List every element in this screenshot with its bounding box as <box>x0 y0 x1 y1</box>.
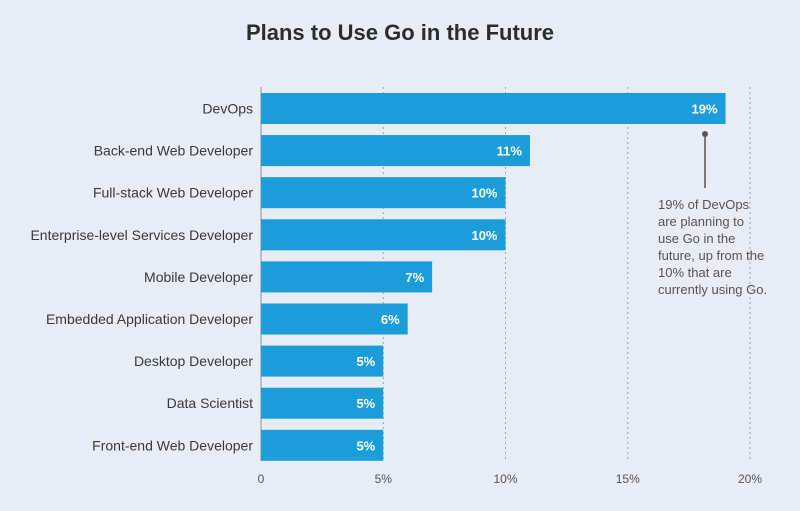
value-label: 5% <box>356 396 375 411</box>
category-label: Desktop Developer <box>134 353 253 369</box>
bar <box>261 303 408 335</box>
bar <box>261 387 384 419</box>
value-label: 19% <box>692 102 718 117</box>
chart-annotation: 19% of DevOps are planning to use Go in … <box>658 197 768 297</box>
x-tick-label: 0 <box>258 472 265 486</box>
value-label: 11% <box>497 144 523 159</box>
category-label: Enterprise-level Services Developer <box>30 227 253 243</box>
bar <box>261 177 506 209</box>
value-label: 5% <box>356 438 375 453</box>
bar <box>261 345 384 377</box>
category-label: Full-stack Web Developer <box>93 185 253 201</box>
bar <box>261 93 726 124</box>
bar <box>261 429 384 461</box>
x-tick-label: 10% <box>493 472 517 486</box>
value-label: 10% <box>471 186 497 201</box>
category-label: Front-end Web Developer <box>92 437 253 453</box>
category-label: Mobile Developer <box>144 269 253 285</box>
x-tick-label: 15% <box>616 472 640 486</box>
category-label: Embedded Application Developer <box>46 311 253 327</box>
category-label: DevOps <box>202 101 253 117</box>
value-label: 7% <box>405 270 424 285</box>
category-label: Back-end Web Developer <box>94 143 254 159</box>
category-label: Data Scientist <box>167 395 253 411</box>
value-label: 6% <box>381 312 400 327</box>
chart-title: Plans to Use Go in the Future <box>245 20 555 45</box>
x-tick-label: 5% <box>375 472 393 486</box>
bar <box>261 261 433 293</box>
value-label: 5% <box>356 354 375 369</box>
value-label: 10% <box>471 228 497 243</box>
bar <box>261 219 506 251</box>
x-tick-label: 20% <box>738 472 762 486</box>
bar <box>261 135 530 167</box>
